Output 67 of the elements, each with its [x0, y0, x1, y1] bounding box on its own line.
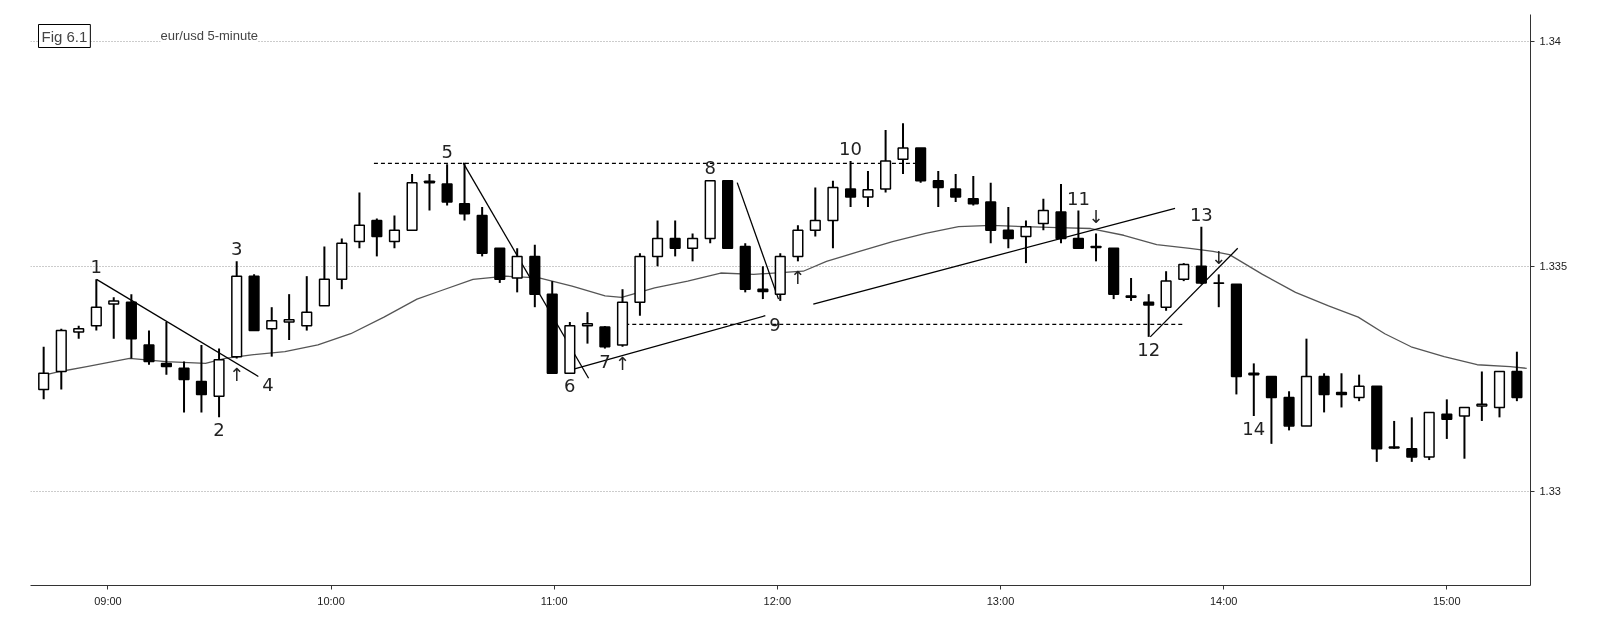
annotation: 4	[262, 374, 274, 396]
annotation: 1	[90, 256, 103, 278]
candlestick	[757, 265, 769, 301]
annotation: 6	[564, 375, 576, 397]
annotation: ↓	[1211, 247, 1227, 269]
x-tick-label: 15:00	[1433, 594, 1461, 607]
annotation: 12	[1137, 338, 1161, 360]
candlestick	[108, 296, 120, 340]
x-tick-label: 10:00	[317, 594, 345, 607]
x-tick-label: 12:00	[763, 594, 792, 607]
text: eur/usd 5-minute	[160, 27, 259, 43]
annotation: ↑	[614, 352, 631, 374]
candlestick	[178, 360, 190, 414]
y-tick-label: 1.33	[1539, 485, 1561, 498]
text: Fig 6.1	[41, 27, 88, 45]
candlestick	[1090, 232, 1102, 263]
candlestick	[1458, 406, 1471, 460]
candlestick	[686, 232, 699, 263]
candlestick	[283, 293, 295, 342]
annotation: 3	[230, 238, 243, 260]
y-tick-label: 1.335	[1539, 260, 1568, 273]
candlestick	[1388, 419, 1400, 450]
annotation: 10	[839, 138, 863, 160]
candlestick	[1406, 416, 1418, 463]
candlestick	[967, 174, 979, 207]
candlestick	[862, 169, 874, 208]
candlestick	[511, 247, 523, 294]
candlestick	[1353, 373, 1365, 403]
candlestick	[1037, 197, 1049, 232]
candlestick	[581, 311, 594, 345]
candlestick	[1125, 276, 1137, 302]
candlestick	[266, 306, 278, 358]
candlestick	[1020, 219, 1032, 265]
annotation: 2	[213, 419, 225, 441]
candlestick	[388, 214, 401, 250]
x-tick-label: 11:00	[540, 594, 568, 607]
candlestick	[669, 219, 681, 258]
candlestick	[195, 343, 208, 414]
x-tick-label: 09:00	[94, 594, 122, 607]
candlestick	[1335, 372, 1348, 409]
candlestick	[1318, 372, 1330, 414]
candlestick	[301, 275, 313, 332]
candlestick	[599, 325, 611, 350]
annotation: ↑	[229, 364, 245, 386]
annotation: 11	[1066, 187, 1090, 209]
candlestick	[143, 329, 155, 366]
annotation: 9	[769, 313, 781, 335]
candlestick	[950, 173, 962, 203]
candlestick	[651, 219, 664, 268]
candlestick	[1265, 375, 1278, 445]
candlestick	[1476, 370, 1488, 422]
candlestick	[1441, 398, 1453, 440]
candlestick	[809, 186, 821, 238]
annotation: 14	[1242, 418, 1266, 439]
annotation: 13	[1189, 203, 1213, 225]
x-tick-label: 13:00	[986, 594, 1015, 607]
y-tick-label: 1.34	[1539, 35, 1561, 48]
candlestick	[932, 169, 944, 208]
annotation: ↑	[790, 267, 806, 289]
candlestick	[1213, 273, 1225, 309]
annotation: ↓	[1088, 206, 1104, 228]
candlestick	[353, 191, 366, 250]
annotation: 5	[441, 141, 453, 163]
x-tick-label: 14:00	[1209, 594, 1238, 607]
candlestick	[38, 345, 50, 401]
candlestick	[371, 217, 383, 258]
candlestick	[1002, 205, 1014, 250]
